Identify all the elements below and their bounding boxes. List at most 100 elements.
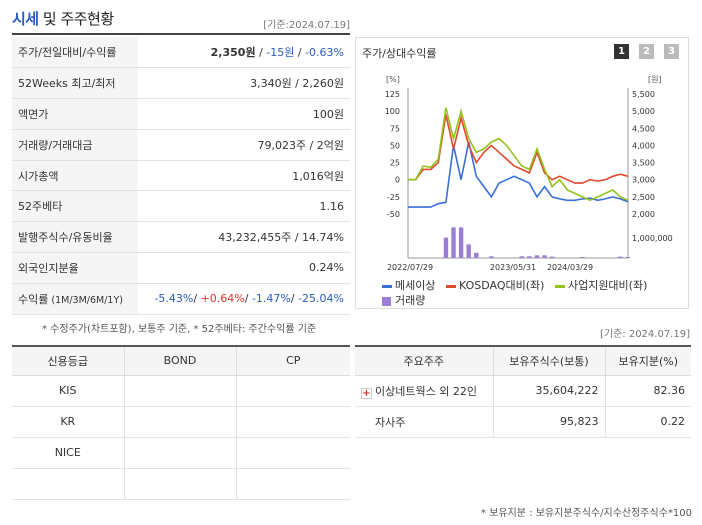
table-cell [124, 375, 237, 407]
chart-title: 주가/상대수익률 [362, 47, 437, 60]
column-header: 신용등급 [12, 345, 125, 376]
return-6m: -1.47% [251, 292, 291, 306]
holders-base-date: [기준: 2024.07.19] [599, 329, 690, 340]
quote-label: 외국인지분율 [12, 252, 138, 284]
y-right-tick-label: 2,500 [632, 193, 655, 202]
legend-item: 메세이상 [382, 278, 435, 293]
column-header: CP [236, 345, 350, 376]
legend-label: 거래량 [395, 294, 426, 307]
price-change: -15원 [266, 46, 295, 60]
quote-value: 79,023주 / 2억원 [138, 129, 350, 161]
legend-swatch [445, 284, 456, 288]
legend-swatch [382, 284, 392, 288]
y-left-tick-label: 0 [395, 176, 400, 185]
return-1m: -5.43% [154, 292, 194, 306]
quote-label: 거래량/거래대금 [12, 129, 138, 161]
volume-bar [451, 227, 456, 258]
y-left-tick-label: 75 [390, 124, 400, 133]
legend-label: 사업지원대비(좌) [567, 279, 648, 292]
table-cell [236, 468, 350, 500]
quote-row: 발행주식수/유동비율 43,232,455주 / 14.74% [12, 221, 350, 254]
table-cell [236, 406, 350, 438]
table-header-row: 주요주주 보유주식수(보통) 보유지분(%) [355, 345, 691, 376]
legend-item: 사업지원대비(좌) [554, 278, 648, 293]
separator: / [244, 292, 252, 306]
quote-label: 52Weeks 최고/최저 [12, 67, 138, 100]
table-cell [236, 375, 350, 407]
volume-bar [527, 256, 532, 258]
major-shareholders-table: 주요주주 보유주식수(보통) 보유지분(%) + 이상네트웍스 외 22인 35,… [355, 345, 691, 438]
base-date: [기준:2024.07.19] [263, 20, 350, 31]
series-line [408, 141, 629, 208]
chart-period-button-1[interactable]: 1 [614, 44, 629, 59]
returns-label-sub: (1M/3M/6M/1Y) [48, 294, 123, 306]
expand-icon[interactable]: + [361, 387, 372, 399]
column-header: BOND [124, 345, 237, 376]
volume-bar [542, 255, 547, 258]
table-row: KR [12, 406, 350, 438]
y-left-tick-label: 25 [390, 159, 400, 168]
chart-legend: 메세이상 KOSDAQ대비(좌) 사업지원대비(좌) 거래량 [382, 278, 687, 308]
x-tick-label: 2022/07/29 [387, 263, 433, 272]
separator: / [193, 292, 201, 306]
x-tick-label: 2024/03/29 [547, 263, 593, 272]
y-right-tick-label: 4,000 [632, 141, 655, 150]
table-cell: KR [12, 406, 125, 438]
separator: / [294, 46, 306, 60]
volume-bar [443, 237, 449, 258]
quote-label: 52주베타 [12, 190, 138, 223]
credit-rating-table: 신용등급 BOND CP KIS KR NICE [12, 345, 350, 500]
quote-row: 52Weeks 최고/최저 3,340원 / 2,260원 [12, 67, 350, 100]
shareholder-name-cell: 자사주 [355, 406, 494, 438]
volume-bar [534, 255, 540, 258]
column-header: 보유주식수(보통) [493, 345, 606, 376]
volume-bar [458, 227, 464, 258]
volume-tick-label: 1,000,000 [632, 234, 673, 243]
table-cell [124, 468, 237, 500]
shareholder-name: 이상네트웍스 외 22인 [375, 384, 477, 398]
shareholder-name-cell[interactable]: + 이상네트웍스 외 22인 [355, 375, 494, 407]
y-left-tick-label: -50 [387, 210, 400, 219]
quote-label: 수익률 (1M/3M/6M/1Y) [12, 283, 138, 315]
y-right-tick-label: 5,500 [632, 90, 655, 99]
y-right-tick-label: 3,000 [632, 176, 655, 185]
legend-swatch [554, 284, 565, 288]
quote-value: 1.16 [138, 190, 350, 223]
section-title-rest: 및 주주현황 [38, 10, 114, 28]
y-right-tick-label: 3,500 [632, 159, 655, 168]
chart-period-button-3[interactable]: 3 [664, 44, 679, 59]
quote-label: 시가총액 [12, 160, 138, 192]
table-row: NICE [12, 437, 350, 469]
table-cell [12, 468, 125, 500]
price-chart-panel: 주가/상대수익률 1 2 3 [%] [원] 125 100 75 50 25 0 -25 -50… [355, 37, 689, 309]
table-cell [124, 437, 237, 469]
quote-footnote: * 수정주가(차트포함), 보통주 기준, * 52주베타: 주간수익률 기준 [42, 324, 317, 335]
left-axis-unit: [%] [386, 75, 400, 84]
legend-swatch [382, 296, 391, 306]
quote-row: 주가/전일대비/수익률 2,350원 / -15원 / -0.63% [12, 37, 350, 69]
volume-bar [580, 256, 585, 258]
table-cell: NICE [12, 437, 125, 469]
quote-row: 52주베타 1.16 [12, 190, 350, 223]
column-header: 주요주주 [355, 345, 494, 376]
x-tick-label: 2023/05/31 [490, 263, 536, 272]
y-left-tick-label: -25 [387, 193, 400, 202]
table-cell: KIS [12, 375, 125, 407]
y-left-tick-label: 100 [385, 107, 400, 116]
quote-row: 액면가 100원 [12, 98, 350, 130]
table-row [12, 468, 350, 500]
y-left-tick-label: 125 [385, 90, 400, 99]
shareholder-shares: 35,604,222 [493, 375, 606, 407]
y-right-tick-label: 5,000 [632, 107, 655, 116]
holders-footnote: * 보유지분 : 보유지분주식수/지수산정주식수*100 [481, 508, 692, 519]
legend-label: KOSDAQ대비(좌) [458, 279, 545, 292]
quote-row-returns: 수익률 (1M/3M/6M/1Y) -5.43%/ +0.64%/ -1.47%… [12, 283, 350, 315]
volume-bar [489, 256, 494, 258]
separator: / [255, 46, 267, 60]
chart-period-button-2[interactable]: 2 [639, 44, 654, 59]
series-line [408, 107, 629, 202]
table-row: + 이상네트웍스 외 22인 35,604,222 82.36 [355, 375, 691, 407]
return-3m: +0.64% [200, 292, 245, 306]
separator: / [290, 292, 299, 306]
volume-bar [519, 256, 524, 258]
